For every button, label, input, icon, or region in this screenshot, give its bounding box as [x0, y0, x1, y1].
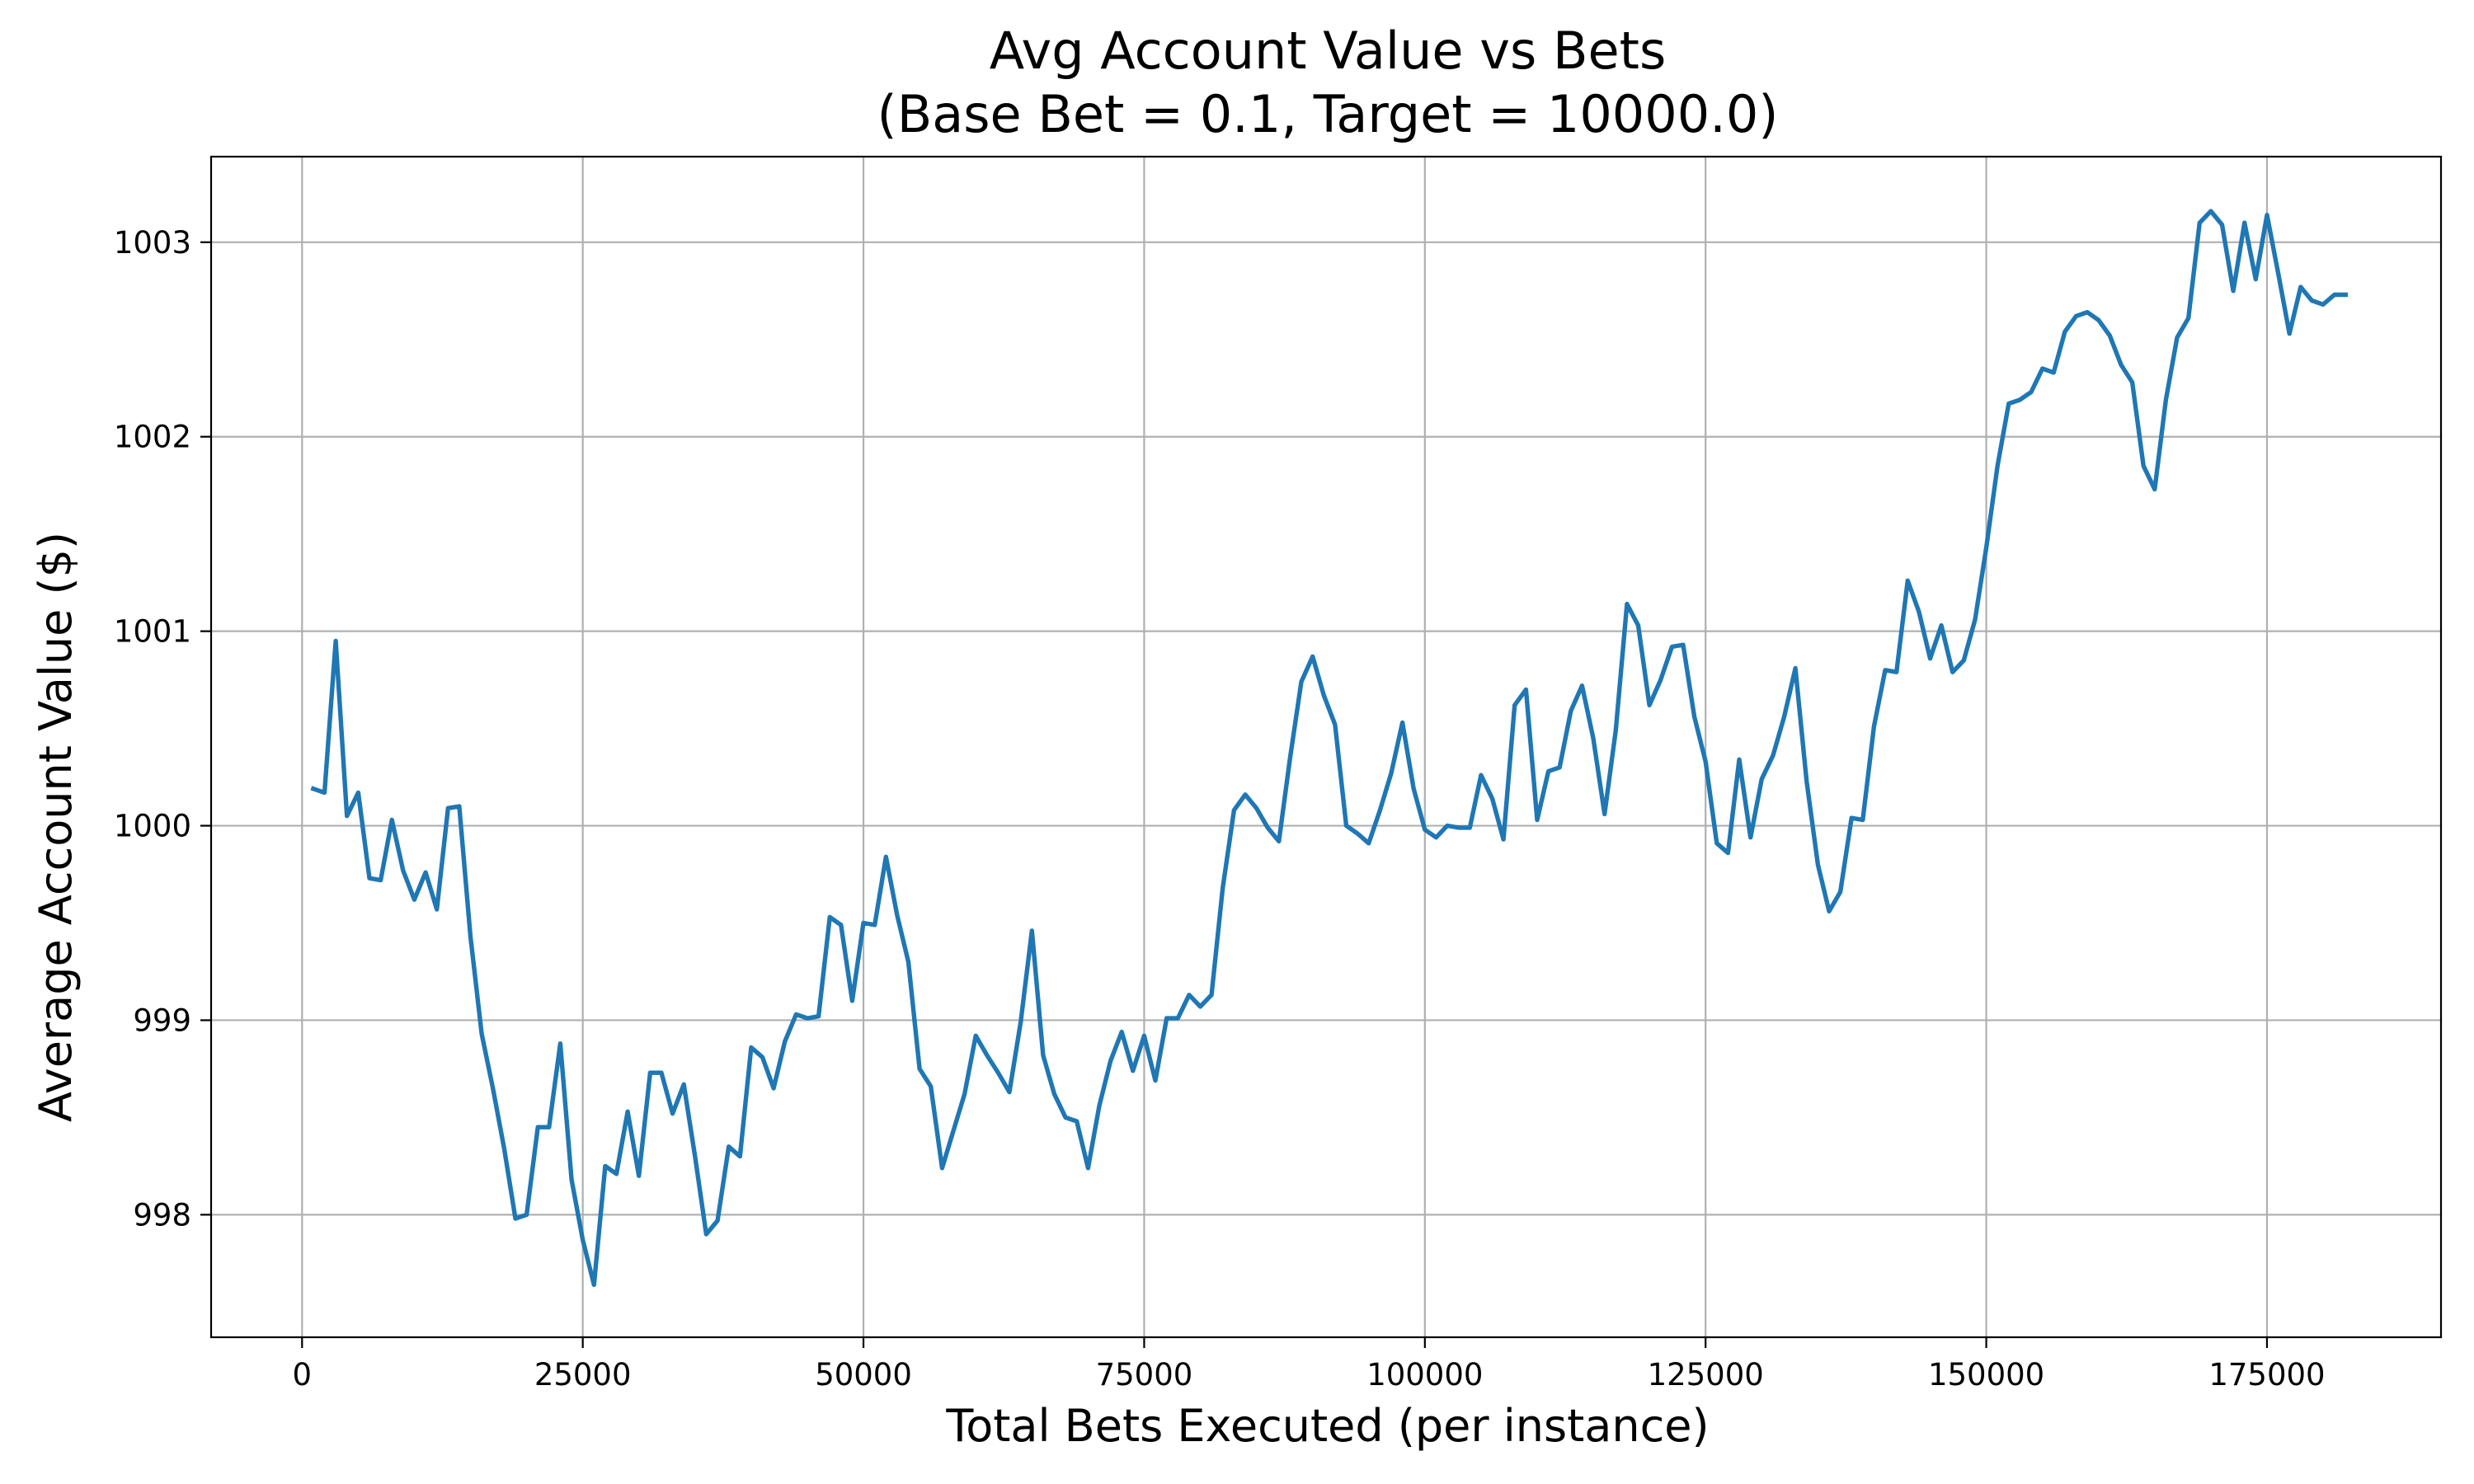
x-tick-label: 50000	[815, 1357, 912, 1392]
series-line	[310, 209, 2349, 1288]
x-tick-label: 100000	[1366, 1357, 1483, 1392]
chart-subtitle: (Base Bet = 0.1, Target = 10000.0)	[877, 84, 1779, 144]
x-tick-label: 25000	[534, 1357, 632, 1392]
ticks: 0 25000 50000 75000 100000 125000 150000 175000…	[114, 225, 2326, 1392]
axes-frame	[209, 155, 2443, 1339]
x-tick-label: 150000	[1928, 1357, 2044, 1392]
chart-title: Avg Account Value vs Bets	[990, 21, 1667, 81]
x-axis-label: Total Bets Executed (per instance)	[945, 1400, 1709, 1452]
y-tick-label: 999	[133, 1003, 191, 1038]
x-tick-label: 175000	[2208, 1357, 2325, 1392]
y-tick-label: 1000	[114, 809, 191, 844]
grid	[211, 157, 2441, 1337]
x-tick-label: 125000	[1648, 1357, 1764, 1392]
x-tick-label: 0	[293, 1357, 313, 1392]
y-tick-label: 1002	[114, 420, 191, 455]
x-tick-label: 75000	[1096, 1357, 1193, 1392]
series-layer	[310, 209, 2349, 1288]
y-tick-label: 1003	[114, 225, 191, 261]
y-axis-label: Average Account Value ($)	[30, 532, 82, 1122]
y-tick-label: 1001	[114, 614, 191, 650]
y-tick-label: 998	[133, 1197, 191, 1233]
